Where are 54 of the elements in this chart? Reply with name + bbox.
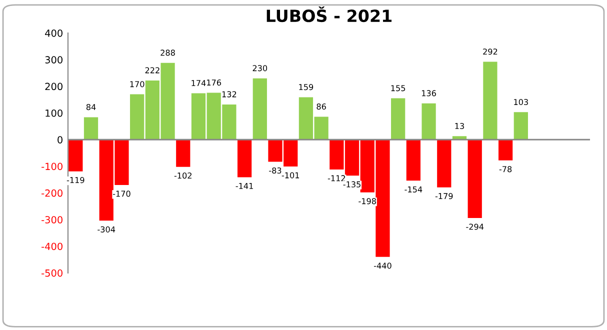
data-label: 136 — [422, 90, 436, 96]
y-tick-label: 100 — [46, 109, 62, 117]
data-label: 170 — [130, 81, 144, 88]
bar — [176, 140, 190, 167]
y-tick-label: 300 — [45, 56, 62, 64]
bar — [391, 98, 406, 140]
data-label: 155 — [391, 85, 406, 92]
chart-title: LUBOŠ - 2021 — [266, 6, 392, 22]
data-label: 176 — [207, 80, 222, 86]
y-tick-label: 200 — [45, 82, 62, 90]
data-label: 159 — [299, 84, 314, 90]
data-label: -135 — [343, 181, 360, 188]
data-label: -83 — [269, 167, 282, 174]
bar — [514, 112, 528, 140]
data-label: 132 — [222, 91, 236, 98]
data-label: -170 — [112, 190, 130, 197]
data-label: -440 — [374, 262, 392, 269]
bar — [422, 103, 436, 140]
data-label: -78 — [499, 166, 512, 172]
y-tick-label: -100 — [42, 162, 62, 170]
data-label: 174 — [192, 80, 206, 86]
data-label: -119 — [66, 177, 84, 184]
data-label: 222 — [145, 67, 160, 74]
data-label: -304 — [98, 226, 116, 232]
data-label: -141 — [236, 183, 253, 189]
data-label: -101 — [282, 172, 300, 178]
y-tick-label: -400 — [42, 242, 62, 250]
y-tick-label: 400 — [45, 29, 62, 37]
bar — [406, 140, 420, 181]
bar — [68, 140, 83, 172]
data-label: 86 — [316, 103, 326, 110]
data-label: 230 — [252, 65, 268, 72]
bar — [483, 62, 498, 140]
data-label: -102 — [174, 172, 192, 179]
y-tick-label: -200 — [42, 189, 62, 197]
bar — [252, 78, 267, 140]
data-label: -154 — [404, 186, 422, 192]
data-label: 84 — [86, 104, 96, 110]
y-tick-label: 0 — [58, 136, 62, 144]
data-label: -294 — [466, 224, 484, 230]
data-label: -198 — [358, 198, 376, 204]
y-tick-label: -300 — [42, 216, 62, 224]
data-label: 13 — [455, 122, 464, 130]
y-tick-label: -500 — [42, 269, 62, 277]
data-label: 103 — [514, 98, 528, 106]
bar — [237, 140, 252, 178]
bar — [84, 117, 98, 140]
bar — [498, 140, 513, 160]
bar — [437, 140, 452, 188]
bar — [468, 140, 482, 218]
data-label: -112 — [328, 175, 346, 182]
data-label: 292 — [483, 48, 498, 55]
data-label: -179 — [435, 193, 453, 200]
data-label: 288 — [160, 50, 175, 56]
